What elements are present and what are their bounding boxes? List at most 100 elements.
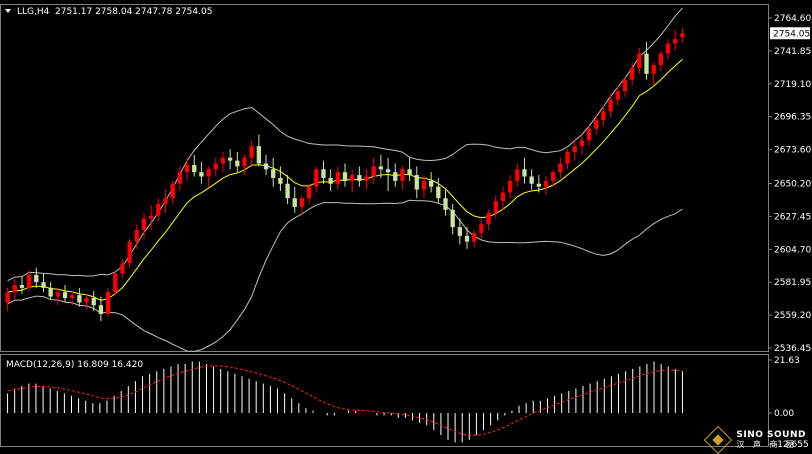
candle-body [507,180,513,193]
candle-body [12,285,17,293]
dropdown-triangle-icon[interactable] [5,9,11,13]
candle [342,163,348,187]
candle [364,169,369,190]
candle [199,162,204,184]
candle [249,140,254,167]
candle [41,273,46,293]
ohlc-label: 2751.17 2758.04 2747.78 2754.05 [55,7,212,17]
candle-body [192,164,197,173]
candle-body [263,163,269,170]
candle [84,293,89,310]
candle-body [306,186,312,199]
candle-body [407,169,412,176]
candle-body [156,204,161,216]
candle [19,276,25,294]
candle-body [292,198,297,207]
signal-line [7,365,683,436]
candle [586,125,592,147]
candle [299,195,305,216]
candle-body [41,282,46,288]
candle-body [285,183,290,199]
candle-body [134,230,139,242]
candle [77,287,82,307]
candle-body [91,298,96,306]
upper-band-line [7,7,683,282]
candle [665,39,671,60]
candle-body [26,274,32,288]
candle-body [249,146,254,158]
candle [558,157,563,178]
candle-body [414,175,419,190]
candle-body [615,91,620,100]
candle [156,198,161,222]
candle [428,172,434,193]
candle-body [601,111,606,121]
candle [105,287,111,317]
candle [601,105,606,126]
candle [479,219,484,239]
candle-body [479,224,484,233]
candle [292,186,297,213]
candle-body [34,274,39,283]
candle [622,76,628,97]
candle [120,258,125,278]
candle [507,175,513,199]
candle [141,212,147,239]
price-axis: 2764.60 2741.85 2719.10 2696.35 2673.60 2650.… [768,14,811,354]
candle [579,134,585,155]
candle [170,180,175,205]
candle [400,166,405,190]
candle [206,166,211,187]
candle-body [120,263,125,274]
price-tick-label: 2536.45 [774,344,811,354]
candle [350,169,355,193]
candle-body [572,146,577,152]
candle-body [400,169,405,181]
price-tick-label: 2581.95 [774,278,811,288]
candle-body [235,160,240,167]
candle-body [522,169,527,177]
macd-signal-line [7,365,683,436]
candle-body [436,186,441,199]
candle-body [665,43,671,54]
candle-body [565,151,570,164]
candle [630,62,635,86]
candle [306,183,312,205]
candle [26,270,32,291]
candle-body [558,163,563,173]
candle-body [163,198,168,205]
candle [177,166,183,191]
candle-body [19,285,25,288]
candle [149,205,154,231]
candle [242,154,247,176]
candle-body [199,172,204,177]
candle [91,290,96,312]
candle-body [680,33,685,38]
candle-body [335,172,340,184]
candle [651,62,656,86]
candle-body [543,180,549,187]
candle [493,195,498,219]
price-tick-label: 2650.20 [774,179,811,189]
candle [357,166,362,187]
candle [565,149,570,170]
candle [98,296,104,322]
candle [543,176,549,196]
candle [457,218,463,245]
price-tick-label: 2696.35 [774,113,811,123]
candle [285,175,290,205]
candle-body [551,172,556,181]
candle-body [213,163,218,170]
candle-body [328,177,333,184]
candle [529,169,534,190]
candle-body [443,198,448,210]
candle [371,157,376,184]
candle-body [342,172,348,181]
candle [393,163,398,187]
candle [220,151,226,173]
candle-body [393,172,398,181]
candle [522,157,527,184]
candle [184,157,190,181]
lower-band-line [7,199,683,352]
candle [464,227,470,249]
